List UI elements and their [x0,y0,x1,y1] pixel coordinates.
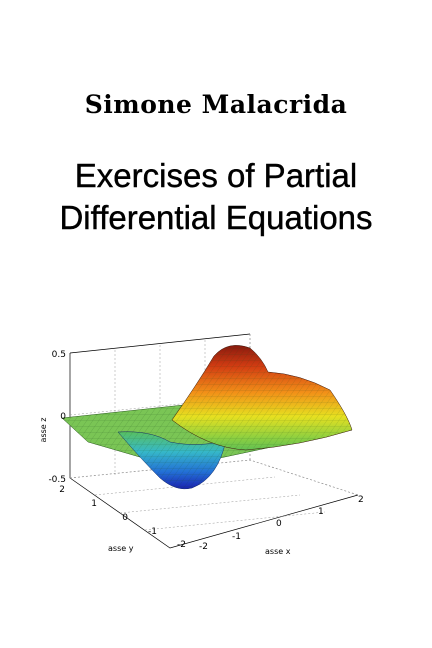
z-tick-label: 0.5 [52,350,66,360]
z-axis: 0.5 0 -0.5 asse z [39,350,66,485]
x-axis-label: asse x [265,547,291,556]
z-axis-label: asse z [39,418,48,443]
x-tick-label: 2 [358,495,364,505]
x-tick-label: -1 [232,532,241,542]
z-tick-label: 0 [60,412,66,422]
x-tick-label: -2 [199,542,208,552]
y-tick-label: -1 [148,527,157,537]
book-title: Exercises of Partial Differential Equati… [0,155,432,239]
y-axis: 2 1 0 -1 -2 asse y [59,485,186,553]
x-tick-label: 0 [276,519,282,529]
y-tick-label: 1 [91,499,97,509]
author-name: Simone Malacrida [84,90,348,119]
z-tick-label: -0.5 [48,475,66,485]
y-tick-label: -2 [177,540,186,550]
surface-plot-figure: 0.5 0 -0.5 asse z 2 1 0 -1 -2 asse y -2 … [39,333,364,556]
mesh-surface [61,345,353,490]
title-line-1: Exercises of Partial [74,157,358,194]
y-axis-label: asse y [108,544,134,553]
x-tick-label: 1 [318,507,324,517]
y-tick-label: 2 [59,485,65,495]
x-axis: -2 -1 0 1 2 asse x [199,495,364,556]
y-tick-label: 0 [122,513,128,523]
title-line-2: Differential Equations [59,199,373,236]
